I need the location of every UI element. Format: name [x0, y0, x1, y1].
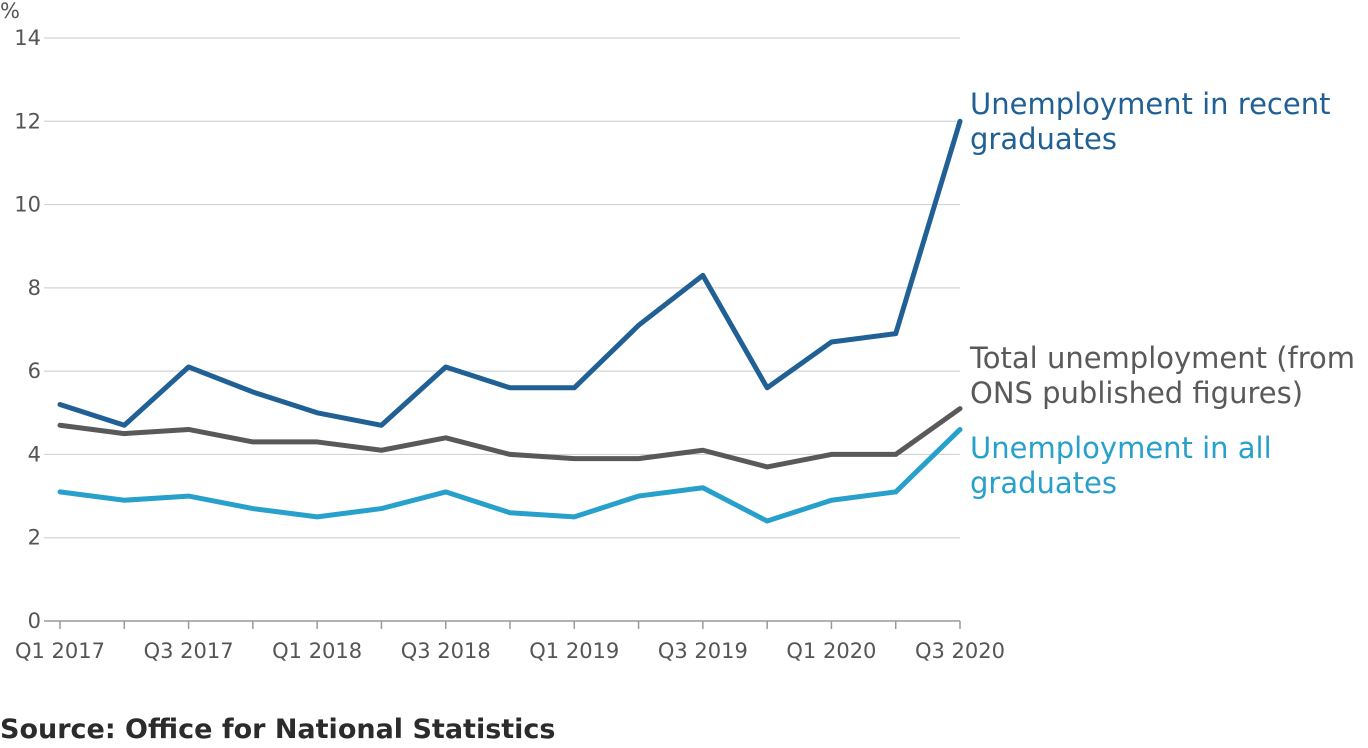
series-line	[57, 406, 963, 470]
series-label-line: Unemployment in recent	[970, 87, 1330, 121]
series-label-line: graduates	[970, 466, 1117, 500]
x-tick-label: Q1 2018	[272, 639, 362, 663]
line-chart: 0 2 4 6 8 10 12 14 Q1 2017 Q3 2017 Q1 2018 Q3 2018…	[0, 0, 1355, 663]
series-line	[57, 118, 963, 428]
x-tick-label: Q1 2017	[15, 639, 105, 663]
y-tick-label: 2	[28, 526, 41, 550]
y-tick-label: 12	[14, 109, 41, 133]
y-axis-unit-label: %	[0, 0, 20, 23]
x-axis: Q1 2017 Q3 2017 Q1 2018 Q3 2018 Q1 2019 Q3 20…	[15, 621, 1005, 663]
x-tick-label: Q3 2019	[658, 639, 748, 663]
series-label: Total unemployment (from ONS published fi…	[969, 341, 1355, 410]
y-axis: 0 2 4 6 8 10 12 14	[14, 26, 41, 633]
series-label-line: Unemployment in all	[970, 431, 1272, 465]
x-tick-label: Q1 2019	[529, 639, 619, 663]
x-tick-label: Q3 2020	[915, 639, 1005, 663]
series-label-line: Total unemployment (from	[969, 341, 1355, 375]
x-tick-label: Q1 2020	[786, 639, 876, 663]
series-lines	[57, 118, 963, 524]
y-tick-label: 6	[28, 359, 41, 383]
series-line	[57, 426, 963, 524]
x-tick-label: Q3 2017	[144, 639, 234, 663]
series-label: Unemployment in all graduates	[970, 431, 1272, 500]
gridlines	[44, 37, 960, 622]
source-note: Source: Office for National Statistics	[0, 714, 556, 745]
series-label-line: graduates	[970, 122, 1117, 156]
x-tick-label: Q3 2018	[401, 639, 491, 663]
y-tick-label: 10	[14, 193, 41, 217]
series-label-line: ONS published figures)	[970, 376, 1303, 410]
y-tick-label: 8	[28, 276, 41, 300]
y-tick-label: 0	[28, 609, 41, 633]
y-tick-label: 4	[28, 442, 41, 466]
y-tick-label: 14	[14, 26, 41, 50]
series-label: Unemployment in recent graduates	[970, 87, 1330, 156]
